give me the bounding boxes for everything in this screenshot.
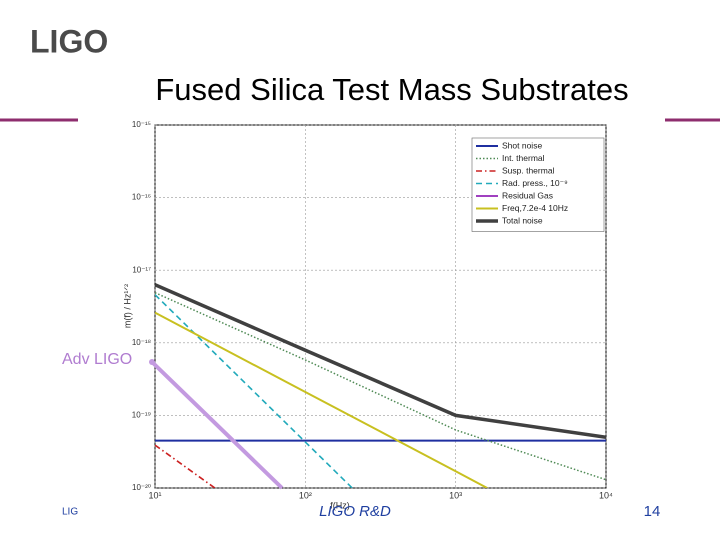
slide-title: Fused Silica Test Mass Substrates [155,72,628,107]
logo: LIGO [30,23,108,59]
x-tick-label: 10² [299,490,312,500]
footer-center: LIGO R&D [319,503,391,520]
y-tick-label: 10⁻¹⁶ [132,193,151,202]
legend-label: Freq,7.2e-4 10Hz [502,203,568,213]
x-tick-label: 10¹ [148,490,161,500]
annotation-arrow [150,360,284,490]
series-line [155,311,488,488]
series-line [155,444,216,488]
series-line [155,292,606,481]
x-axis-label: f(Hz) [330,500,350,510]
x-tick-label: 10⁴ [599,490,613,500]
legend-box [471,137,605,232]
series-line [155,294,353,488]
legend-label: Susp. thermal [502,165,555,175]
y-tick-label: 10⁻¹⁸ [132,338,151,347]
y-axis-label: m(f) / Hz¹ᐟ² [122,284,132,328]
y-tick-label: 10⁻¹⁷ [132,265,151,274]
legend-label: Residual Gas [502,190,553,200]
legend-label: Total noise [502,215,543,225]
page-number: 14 [644,503,661,520]
y-tick-label: 10⁻²⁰ [132,483,151,492]
footer-left: LIG [62,507,78,518]
y-tick-label: 10⁻¹⁵ [132,120,151,129]
series-line [155,283,606,439]
legend-label: Shot noise [502,140,542,150]
legend-label: Rad. press., 10⁻⁹ [502,178,568,188]
y-tick-label: 10⁻¹⁹ [132,411,151,420]
x-tick-label: 10³ [449,490,462,500]
legend-label: Int. thermal [502,153,545,163]
annotation-dot [149,359,155,365]
plot: 10¹ 10² 10³ 10⁴ 10⁻²⁰ 10⁻¹⁹ 10⁻¹⁸ 10⁻¹⁷ 10⁻¹⁶ 10⁻… [132,120,613,500]
annotation: Adv LIGO [62,351,132,368]
